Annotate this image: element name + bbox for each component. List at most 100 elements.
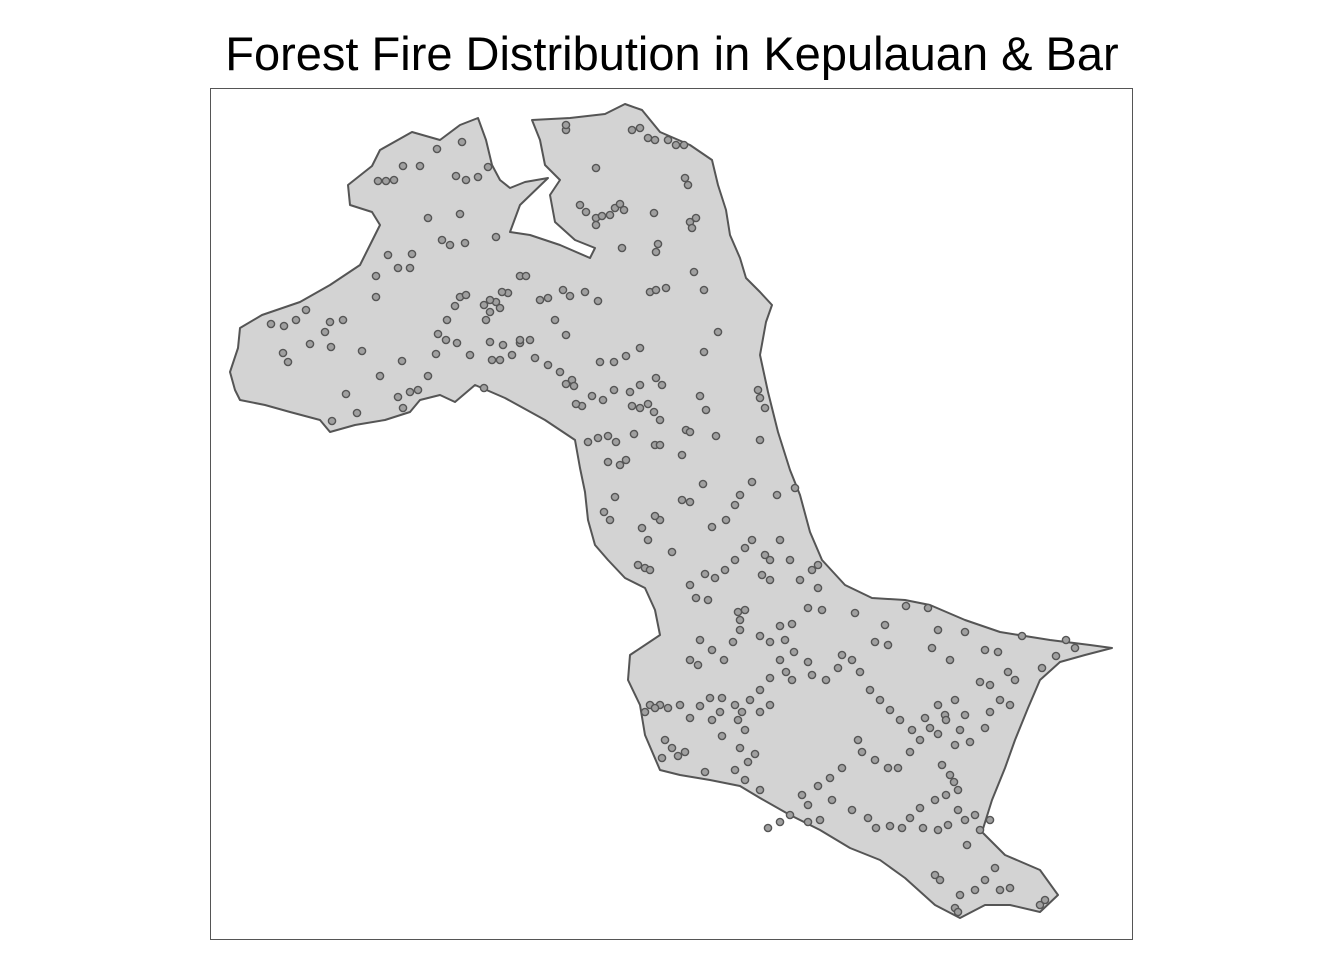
fire-hotspot-point (797, 790, 807, 800)
fire-hotspot-point (945, 655, 955, 665)
fire-hotspot-point (1061, 635, 1071, 645)
fire-hotspot-point (700, 767, 710, 777)
fire-hotspot-point (719, 655, 729, 665)
fire-hotspot-point (1005, 700, 1015, 710)
fire-hotspot-point (651, 285, 661, 295)
fire-hotspot-point (720, 565, 730, 575)
fire-hotspot-point (483, 162, 493, 172)
fire-hotspot-point (803, 800, 813, 810)
fire-hotspot-point (813, 781, 823, 791)
fire-hotspot-point (923, 603, 933, 613)
fire-hotspot-point (747, 477, 757, 487)
fire-hotspot-point (935, 875, 945, 885)
fire-hotspot-point (389, 175, 399, 185)
fire-hotspot-point (821, 675, 831, 685)
fire-hotspot-point (803, 817, 813, 827)
fire-hotspot-point (591, 220, 601, 230)
fire-hotspot-point (485, 295, 495, 305)
fire-hotspot-point (985, 707, 995, 717)
fire-hotspot-point (703, 595, 713, 605)
fire-hotspot-point (735, 743, 745, 753)
fire-hotspot-point (700, 569, 710, 579)
fire-hotspot-point (995, 695, 1005, 705)
fire-hotspot-point (733, 715, 743, 725)
fire-hotspot-point (953, 785, 963, 795)
fire-hotspot-point (441, 335, 451, 345)
fire-hotspot-point (970, 810, 980, 820)
fire-hotspot-point (695, 701, 705, 711)
map-title: Forest Fire Distribution in Kepulauan & … (225, 27, 1119, 80)
fire-hotspot-point (1010, 675, 1020, 685)
fire-hotspot-point (755, 393, 765, 403)
fire-hotspot-point (763, 823, 773, 833)
fire-hotspot-point (780, 635, 790, 645)
fire-hotspot-point (495, 303, 505, 313)
fire-hotspot-point (985, 815, 995, 825)
fire-hotspot-point (933, 625, 943, 635)
fire-hotspot-point (733, 607, 743, 617)
fire-hotspot-point (605, 210, 615, 220)
fire-hotspot-point (765, 700, 775, 710)
fire-hotspot-point (687, 223, 697, 233)
fire-hotspot-point (990, 863, 1000, 873)
fire-hotspot-point (465, 350, 475, 360)
fire-hotspot-point (757, 570, 767, 580)
fire-hotspot-point (707, 645, 717, 655)
fire-hotspot-point (615, 199, 625, 209)
fire-hotspot-point (949, 777, 959, 787)
fire-hotspot-point (437, 235, 447, 245)
fire-hotspot-point (605, 515, 615, 525)
fire-hotspot-point (561, 330, 571, 340)
fire-hotspot-point (635, 123, 645, 133)
fire-hotspot-point (918, 823, 928, 833)
fire-hotspot-point (865, 685, 875, 695)
fire-hotspot-point (610, 492, 620, 502)
fire-hotspot-point (930, 795, 940, 805)
fire-hotspot-point (383, 250, 393, 260)
fire-hotspot-point (371, 271, 381, 281)
fire-hotspot-point (597, 211, 607, 221)
fire-hotspot-point (853, 735, 863, 745)
fire-hotspot-point (871, 823, 881, 833)
fire-hotspot-point (807, 670, 817, 680)
fire-hotspot-point (657, 380, 667, 390)
fire-hotspot-point (603, 457, 613, 467)
fire-hotspot-point (901, 601, 911, 611)
fire-hotspot-point (461, 290, 471, 300)
fire-hotspot-point (615, 460, 625, 470)
fire-hotspot-point (775, 535, 785, 545)
fire-hotspot-point (561, 120, 571, 130)
fire-hotspot-point (593, 433, 603, 443)
fire-hotspot-point (609, 357, 619, 367)
fire-hotspot-point (695, 391, 705, 401)
fire-hotspot-point (933, 729, 943, 739)
fire-hotspot-point (755, 785, 765, 795)
fire-hotspot-point (661, 283, 671, 293)
fire-hotspot-point (521, 271, 531, 281)
fire-hotspot-point (933, 825, 943, 835)
fire-hotspot-point (883, 763, 893, 773)
fire-hotspot-point (481, 315, 491, 325)
fire-hotspot-point (933, 700, 943, 710)
fire-hotspot-point (927, 643, 937, 653)
fire-hotspot-point (457, 137, 467, 147)
fire-hotspot-point (960, 627, 970, 637)
fire-hotspot-point (611, 437, 621, 447)
fire-hotspot-point (373, 176, 383, 186)
fire-hotspot-point (685, 427, 695, 437)
fire-hotspot-point (603, 431, 613, 441)
fire-hotspot-point (627, 401, 637, 411)
fire-hotspot-point (423, 213, 433, 223)
fire-hotspot-point (743, 757, 753, 767)
fire-hotspot-point (943, 820, 953, 830)
fire-hotspot-point (950, 740, 960, 750)
fire-hotspot-point (398, 403, 408, 413)
fire-hotspot-point (491, 232, 501, 242)
fire-hotspot-point (341, 389, 351, 399)
fire-hotspot-point (698, 479, 708, 489)
fire-hotspot-point (1037, 663, 1047, 673)
fire-hotspot-point (643, 399, 653, 409)
fire-hotspot-point (965, 737, 975, 747)
fire-hotspot-point (980, 645, 990, 655)
